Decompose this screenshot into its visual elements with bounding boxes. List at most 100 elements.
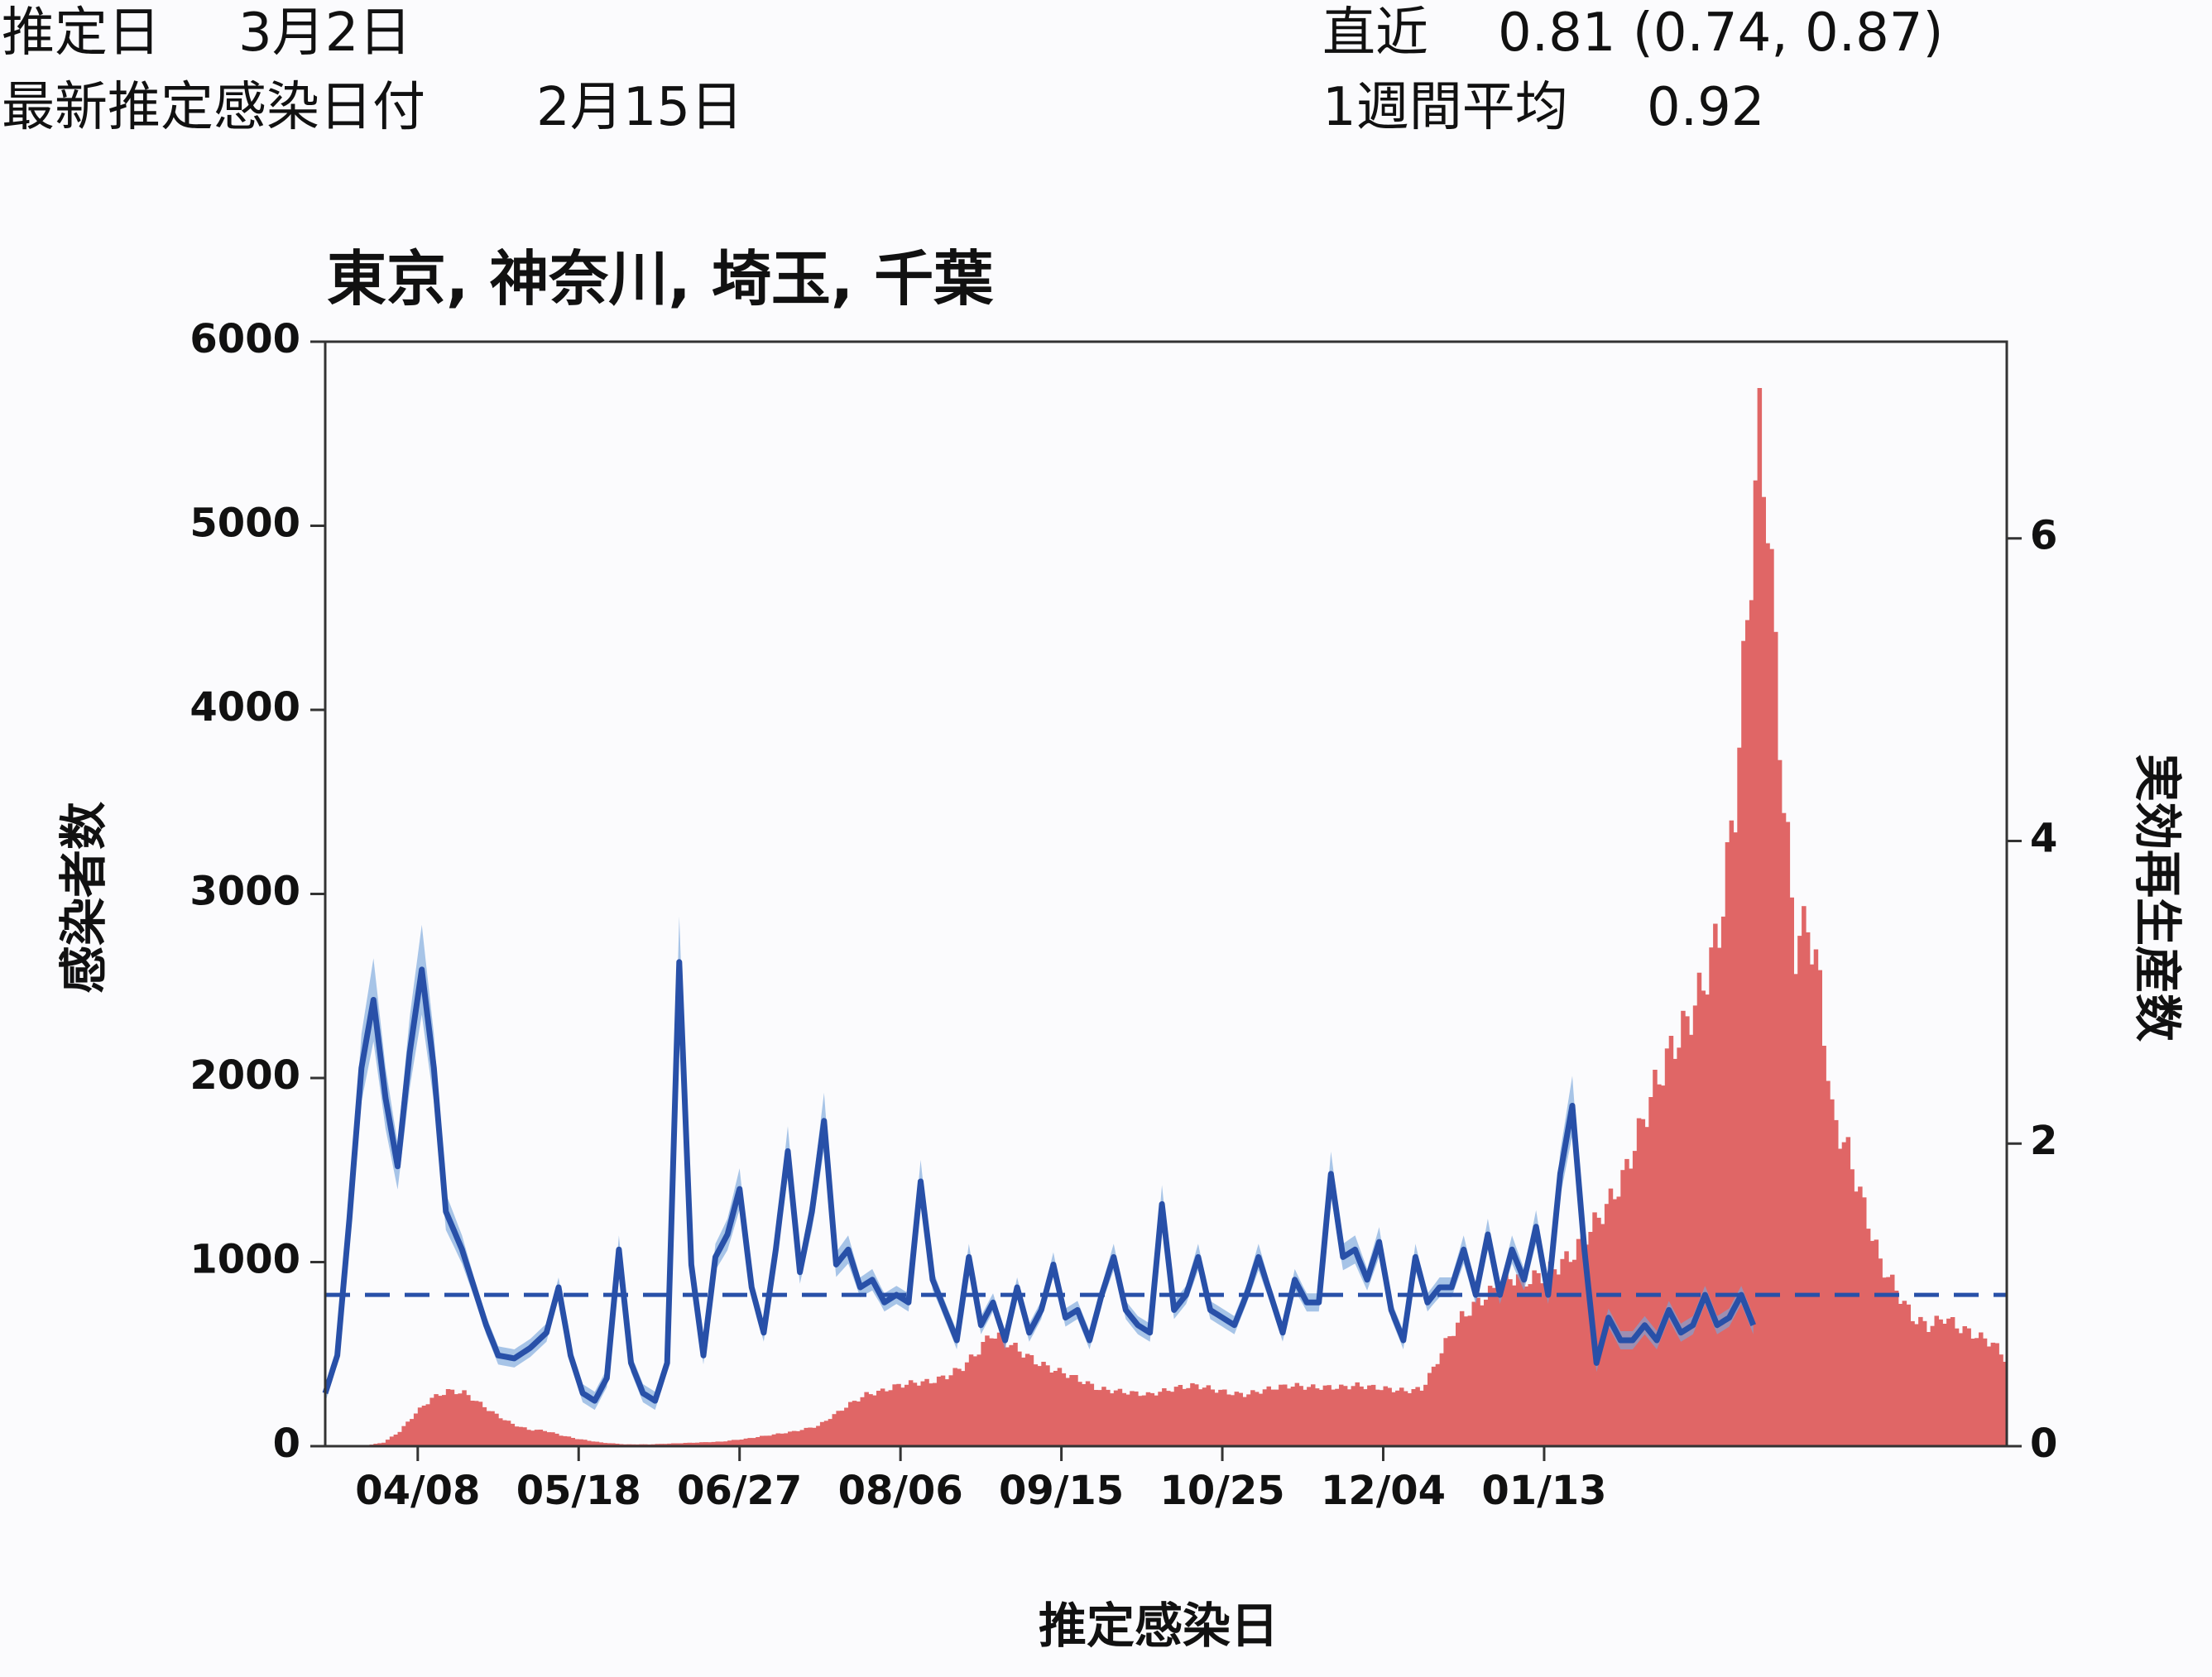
case-bar: [1624, 1158, 1629, 1446]
case-bar: [1962, 1326, 1967, 1446]
case-bar: [1113, 1390, 1119, 1446]
left-tick-label: 4000: [190, 684, 300, 731]
case-bar: [389, 1436, 395, 1446]
case-bar: [1584, 1244, 1590, 1446]
case-bar: [413, 1413, 419, 1446]
case-bar: [804, 1427, 809, 1446]
case-bar: [695, 1442, 700, 1446]
case-bar: [1375, 1389, 1380, 1446]
case-bar: [832, 1414, 837, 1446]
case-bar: [1882, 1277, 1887, 1446]
case-bar: [816, 1425, 821, 1446]
case-bar: [1950, 1317, 1955, 1446]
case-bar: [1451, 1335, 1456, 1446]
case-bar: [538, 1430, 544, 1446]
case-bar: [1523, 1286, 1529, 1446]
case-bar: [763, 1435, 769, 1446]
case-bar: [1101, 1387, 1106, 1446]
case-bar: [1226, 1394, 1231, 1446]
case-bar: [1660, 1085, 1666, 1446]
case-bar: [1568, 1262, 1573, 1446]
case-bar: [534, 1430, 540, 1446]
case-bar: [912, 1382, 918, 1446]
x-tick-label: 01/13: [1481, 1468, 1606, 1514]
case-bar: [1109, 1393, 1115, 1446]
case-bar: [985, 1335, 990, 1446]
case-bar: [981, 1342, 986, 1446]
case-bar: [1713, 923, 1718, 1446]
case-bar: [594, 1441, 600, 1446]
case-bar: [1689, 1034, 1694, 1446]
case-bar: [1065, 1378, 1070, 1446]
case-bar: [1162, 1388, 1167, 1446]
case-bar: [1443, 1338, 1448, 1446]
case-bar: [844, 1407, 849, 1446]
case-bar: [868, 1394, 873, 1446]
case-bar: [1403, 1391, 1408, 1446]
case-bar: [1749, 600, 1754, 1446]
case-bar: [1491, 1287, 1497, 1446]
case-bar: [1246, 1394, 1251, 1446]
case-bar: [1544, 1273, 1549, 1446]
case-bar: [928, 1383, 933, 1446]
case-bar: [607, 1443, 612, 1446]
case-bar: [972, 1356, 978, 1446]
case-bar: [1383, 1386, 1388, 1446]
case-bar: [1387, 1387, 1392, 1446]
case-bar: [1045, 1365, 1050, 1446]
case-bar: [1733, 832, 1738, 1446]
case-bar: [1893, 1291, 1899, 1446]
case-bar: [1640, 1119, 1646, 1446]
case-bar: [957, 1368, 962, 1446]
case-bar: [892, 1384, 897, 1446]
case-bar: [900, 1387, 905, 1446]
case-bar: [1081, 1384, 1087, 1446]
case-bar: [498, 1418, 503, 1446]
case-bar: [417, 1407, 423, 1446]
case-bar: [1692, 1005, 1698, 1446]
case-bar: [1922, 1320, 1927, 1446]
case-bar: [438, 1396, 443, 1446]
case-bar: [908, 1380, 914, 1446]
case-bar: [1290, 1387, 1296, 1446]
case-bar: [566, 1436, 572, 1446]
case-bar: [1528, 1284, 1533, 1446]
case-bar: [1596, 1217, 1601, 1446]
case-bar: [1938, 1319, 1943, 1446]
case-bar: [2003, 1362, 2008, 1446]
case-bar: [707, 1442, 713, 1446]
case-bar: [1725, 842, 1730, 1446]
case-bar: [1648, 1097, 1653, 1446]
case-bar: [393, 1435, 399, 1446]
case-bar: [961, 1371, 966, 1446]
case-bar: [405, 1421, 410, 1446]
case-bar: [1753, 480, 1759, 1447]
case-bar: [1672, 1058, 1677, 1446]
case-bar: [1279, 1384, 1284, 1446]
case-bar: [442, 1395, 447, 1446]
case-bar: [948, 1375, 953, 1446]
case-bar: [1998, 1354, 2003, 1446]
case-bar: [856, 1401, 861, 1446]
case-bar: [583, 1440, 588, 1446]
case-bar: [1097, 1390, 1102, 1446]
case-bar: [1202, 1387, 1207, 1446]
case-bar: [477, 1401, 483, 1446]
left-tick-label: 5000: [190, 501, 300, 547]
case-bar: [1974, 1338, 1979, 1446]
case-bar: [1210, 1389, 1215, 1446]
case-bar: [1830, 1099, 1835, 1446]
case-bar: [1117, 1388, 1123, 1446]
case-bar: [732, 1440, 737, 1446]
case-bar: [896, 1383, 901, 1446]
case-bar: [510, 1423, 516, 1446]
case-bar: [1342, 1386, 1348, 1446]
case-bar: [1773, 631, 1778, 1446]
case-bar: [1447, 1336, 1452, 1446]
right-tick-label: 4: [2030, 815, 2057, 861]
right-axis-label: 実効再生産数: [2129, 754, 2186, 1042]
case-bar: [381, 1442, 386, 1446]
case-bar: [1508, 1279, 1513, 1446]
case-bar: [1869, 1240, 1875, 1446]
case-bar: [1134, 1391, 1139, 1446]
